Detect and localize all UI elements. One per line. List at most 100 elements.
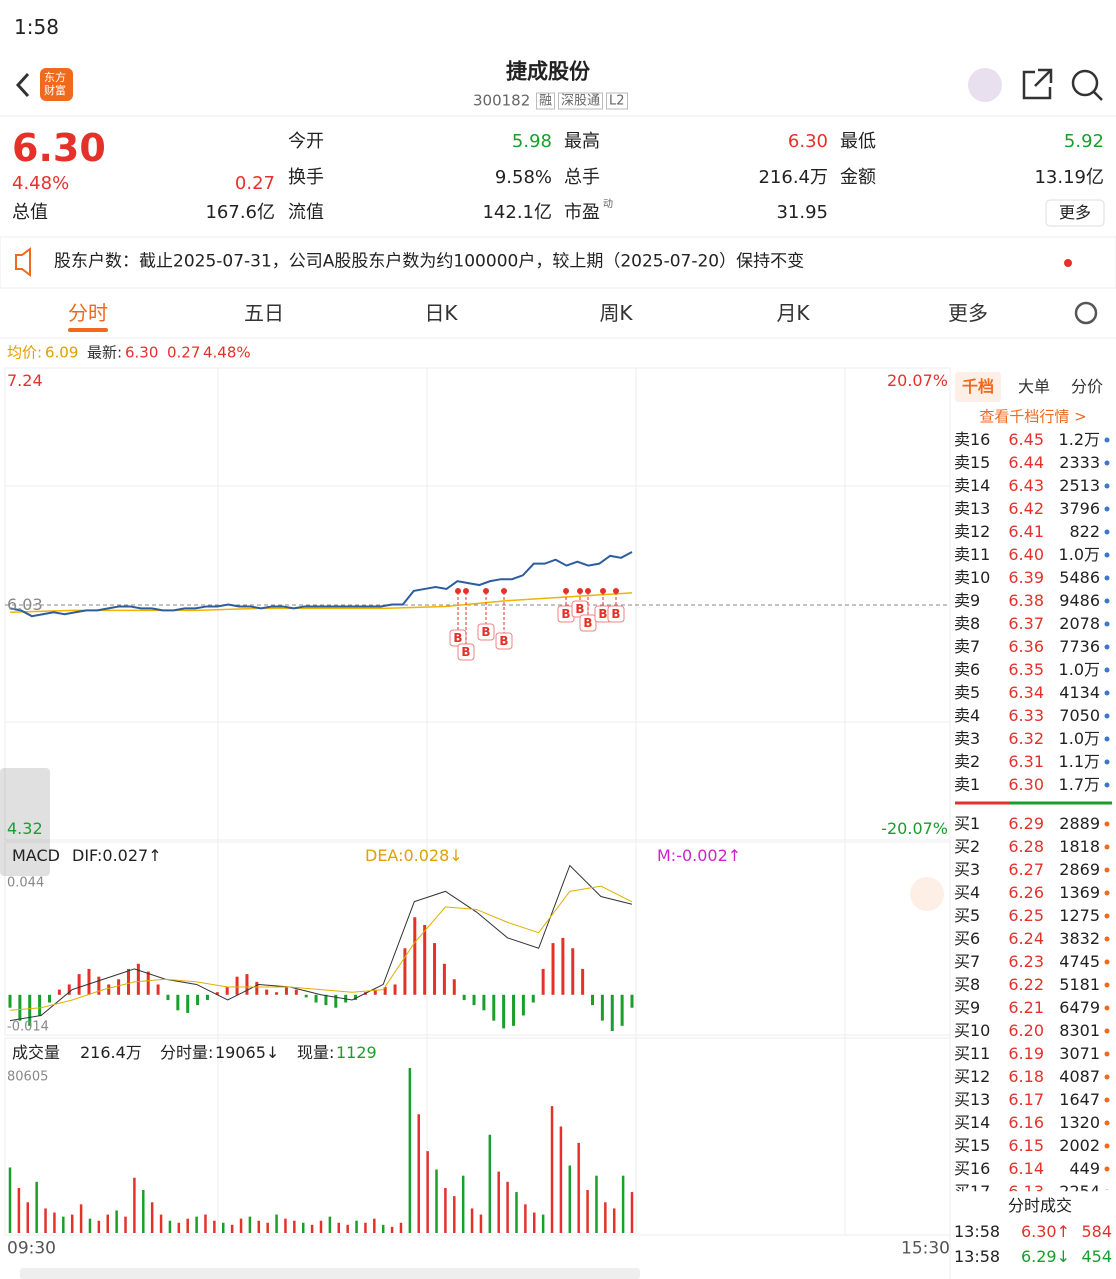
field-value: 216.4万 — [758, 166, 828, 188]
level-volume: 7736 — [1059, 637, 1100, 656]
y-tick-label: 0.044 — [7, 875, 45, 891]
dot — [1064, 259, 1072, 267]
level-dot — [1104, 575, 1110, 581]
indicator-value: DIF:0.027↑ — [72, 846, 162, 865]
level-dot — [1104, 598, 1110, 604]
tag: 深股通 — [558, 92, 604, 110]
level: 卖15 — [954, 453, 991, 472]
marker-dot — [483, 588, 489, 594]
level-price: 6.19 — [1008, 1044, 1044, 1063]
tab[interactable]: 周K — [599, 301, 633, 325]
trades-panel — [952, 1190, 1116, 1279]
level-price: 6.21 — [1008, 998, 1044, 1017]
trade-price: 6.29↓ — [1020, 1247, 1070, 1266]
level: 卖10 — [954, 568, 991, 587]
more-button[interactable] — [1045, 199, 1105, 227]
change: 0.27 — [234, 173, 275, 194]
tab[interactable]: 分时 — [68, 301, 108, 325]
level-dot — [1104, 867, 1110, 873]
marker-box — [495, 632, 513, 650]
trade-price: 6.30↑ — [1020, 1222, 1070, 1241]
trade-marker: B — [453, 631, 463, 645]
field-value: 5.92 — [1063, 131, 1104, 152]
volume-info: 现量: — [297, 1043, 335, 1062]
marker-dot — [563, 588, 569, 594]
book-tab[interactable]: 分价 — [1070, 377, 1104, 396]
side-handle[interactable] — [0, 768, 50, 876]
settings-icon[interactable] — [1074, 301, 1098, 325]
level-dot — [1104, 644, 1110, 650]
search-icon[interactable] — [1071, 69, 1099, 97]
y-label: 4.32 — [7, 819, 43, 838]
clock: 1:58 — [14, 15, 59, 39]
level-dot — [1104, 437, 1110, 443]
level-price: 6.35 — [1008, 660, 1044, 679]
marker-dot — [455, 588, 461, 594]
level-price: 6.40 — [1008, 545, 1044, 564]
expand-icon[interactable] — [910, 877, 944, 911]
level: 卖7 — [954, 637, 981, 656]
level: 买13 — [954, 1090, 991, 1109]
trade-time: 13:58 — [954, 1247, 1001, 1266]
speaker-icon — [15, 247, 31, 277]
level-dot — [1104, 1166, 1110, 1172]
chart-frame — [4, 367, 951, 1236]
tab[interactable]: 日K — [424, 301, 458, 325]
back-icon[interactable] — [15, 72, 30, 98]
notice-bar[interactable] — [0, 236, 1116, 289]
level-price: 6.27 — [1008, 860, 1044, 879]
level-dot — [1104, 844, 1110, 850]
level-volume: 1.0万 — [1058, 545, 1100, 564]
info: 4.48% — [203, 343, 251, 362]
marker-box — [579, 614, 597, 632]
trade-time: 13:58 — [954, 1222, 1001, 1241]
book-tab[interactable]: 大单 — [1017, 377, 1051, 396]
level-dot — [1104, 621, 1110, 627]
book-tab[interactable]: 千档 — [961, 377, 995, 396]
level-volume: 1275 — [1059, 906, 1100, 925]
level: 卖14 — [954, 476, 991, 495]
level-volume: 2513 — [1059, 476, 1100, 495]
notice-text[interactable]: 股东户数：截止2025-07-31，公司A股股东户数为约100000户，较上期（… — [54, 251, 805, 272]
trade-marker: B — [598, 607, 608, 621]
level-dot — [1104, 782, 1110, 788]
change-pct: 4.48% — [12, 173, 70, 194]
level-dot — [1104, 529, 1110, 535]
level-price: 6.15 — [1008, 1136, 1044, 1155]
tab[interactable]: 月K — [776, 301, 810, 325]
trades-title: 分时成交 — [1007, 1196, 1073, 1215]
marker-dot — [585, 588, 591, 594]
level-dot — [1104, 1097, 1110, 1103]
level-dot — [1104, 667, 1110, 673]
level: 买16 — [954, 1159, 991, 1178]
indicator-name[interactable]: MACD — [12, 846, 60, 865]
level-dot — [1104, 821, 1110, 827]
marker-dot — [613, 588, 619, 594]
more-button[interactable]: 更多 — [1058, 203, 1092, 222]
share-icon[interactable] — [1022, 68, 1053, 100]
level-price: 6.34 — [1008, 683, 1044, 702]
level: 卖6 — [954, 660, 981, 679]
trade-marker: B — [461, 645, 471, 659]
volume-info: 216.4万 — [80, 1043, 142, 1062]
tab[interactable]: 五日 — [244, 301, 284, 325]
level-dot — [1104, 913, 1110, 919]
link[interactable]: 查看千档行情 > — [979, 407, 1087, 426]
level-volume: 5486 — [1059, 568, 1100, 587]
level-dot — [1104, 1028, 1110, 1034]
field-label: 流值 — [288, 202, 324, 223]
field-label: 金额 — [840, 166, 876, 188]
trade-marker: B — [611, 607, 621, 621]
tab[interactable]: 更多 — [948, 301, 988, 325]
field-value: 6.30 — [787, 131, 828, 152]
level: 卖5 — [954, 683, 981, 702]
scrollbar[interactable] — [20, 1268, 640, 1279]
field-value: 31.95 — [776, 202, 828, 223]
level-volume: 2078 — [1059, 614, 1100, 633]
level-price: 6.32 — [1008, 729, 1044, 748]
y-tick-label: 80605 — [7, 1069, 49, 1085]
logo — [40, 68, 73, 101]
level-price: 6.37 — [1008, 614, 1044, 633]
avatar-icon[interactable] — [968, 68, 1002, 102]
level: 卖11 — [954, 545, 991, 564]
